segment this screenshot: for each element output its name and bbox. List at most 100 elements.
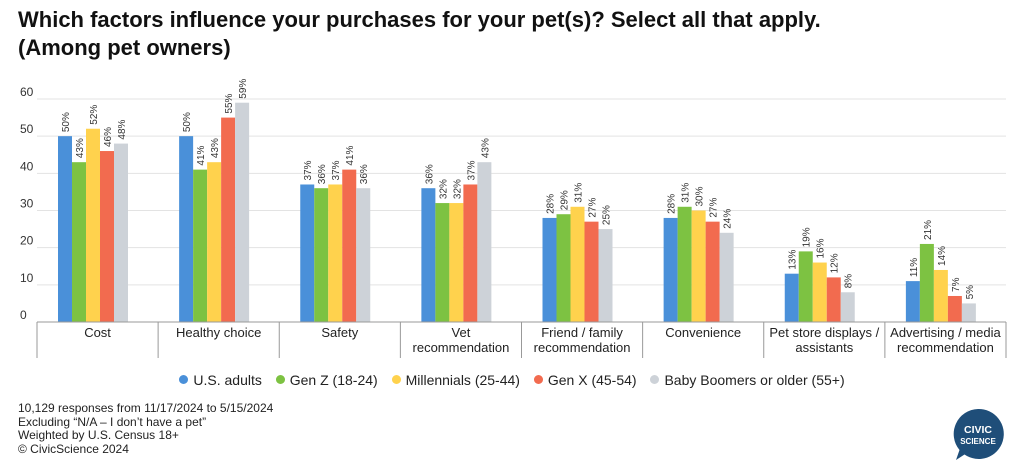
bar xyxy=(556,214,571,322)
data-label: 55% xyxy=(224,93,235,113)
data-label: 36% xyxy=(359,164,370,184)
data-label: 19% xyxy=(802,227,813,247)
data-label: 31% xyxy=(681,183,692,203)
data-label: 46% xyxy=(103,127,114,147)
data-label: 50% xyxy=(61,112,72,132)
x-category-label: assistants xyxy=(795,340,853,355)
bar xyxy=(947,295,962,322)
y-tick-label: 20 xyxy=(20,234,34,248)
legend-label: Gen Z (18-24) xyxy=(289,372,378,388)
x-category-label: Healthy choice xyxy=(176,325,261,340)
legend-label: Gen X (45-54) xyxy=(547,372,637,388)
data-label: 14% xyxy=(937,246,948,266)
bar xyxy=(86,128,100,322)
data-label: 37% xyxy=(303,160,314,180)
bar xyxy=(235,102,250,322)
data-label: 5% xyxy=(965,285,976,300)
legend-item-gen-x: Gen X (45-54) xyxy=(533,372,637,388)
bar xyxy=(300,184,315,322)
bar xyxy=(598,229,613,322)
y-tick-label: 50 xyxy=(20,122,34,136)
data-label: 31% xyxy=(574,183,585,203)
y-tick-label: 40 xyxy=(20,159,34,173)
legend-item-millennials: Millennials (25-44) xyxy=(391,372,520,388)
x-category-label: recommendation xyxy=(897,340,994,355)
bar xyxy=(840,292,855,322)
legend-item-us-adults: U.S. adults xyxy=(179,372,262,388)
data-label: 41% xyxy=(345,145,356,165)
legend-label: U.S. adults xyxy=(193,372,262,388)
legend-label: Millennials (25-44) xyxy=(405,372,520,388)
data-label: 25% xyxy=(602,205,613,225)
bar xyxy=(542,217,557,322)
bar xyxy=(114,143,128,322)
data-label: 24% xyxy=(723,209,734,229)
footnote-weighting: Weighted by U.S. Census 18+ xyxy=(18,428,179,442)
bar xyxy=(961,303,976,322)
bar xyxy=(100,151,114,322)
bar xyxy=(905,281,920,322)
x-category-label: Convenience xyxy=(665,325,741,340)
data-label: 43% xyxy=(480,138,491,158)
bar xyxy=(719,232,734,322)
x-category-label: recommendation xyxy=(534,340,631,355)
footnote-responses: 10,129 responses from 11/17/2024 to 5/15… xyxy=(18,401,274,415)
legend-swatch xyxy=(275,375,285,384)
data-label: 29% xyxy=(560,190,571,210)
bar xyxy=(812,262,827,322)
data-label: 41% xyxy=(196,145,207,165)
logo-text-science: SCIENCE xyxy=(960,437,996,446)
footnote-exclusion: Excluding “N/A – I don’t have a pet” xyxy=(18,414,207,429)
bar xyxy=(919,243,934,322)
bar xyxy=(798,251,813,322)
x-axis: Cost Healthy choice Safety Vetrecommendatio… xyxy=(36,321,1007,358)
legend-item-baby-boomers: Baby Boomers or older (55+) xyxy=(650,372,845,388)
logo-badge-shape xyxy=(953,408,1004,460)
legend-swatch xyxy=(650,375,660,384)
logo-text-civic: CIVIC xyxy=(964,424,992,436)
chart-title: Which factors influence your purchases f… xyxy=(18,6,1008,62)
civicscience-logo: CIVIC SCIENCE xyxy=(953,408,1004,460)
bar xyxy=(705,221,720,322)
y-tick-label: 0 xyxy=(20,308,27,322)
legend-swatch xyxy=(533,375,543,384)
bar xyxy=(179,136,194,322)
bar xyxy=(356,188,371,322)
data-label: 11% xyxy=(909,258,920,277)
data-label: 8% xyxy=(844,274,855,289)
bar xyxy=(221,117,236,322)
legend-swatch xyxy=(391,375,401,384)
bar xyxy=(463,184,478,322)
data-label: 36% xyxy=(317,164,328,184)
bar xyxy=(193,169,208,322)
bar xyxy=(58,136,72,322)
data-labels: 50%43%52%46% 48% 50%41% 43%55%59%37% 36% 37%4… xyxy=(61,79,976,300)
chart-legend: U.S. adults Gen Z (18-24) Millennials (2… xyxy=(0,372,1024,388)
bar xyxy=(477,162,492,322)
chart-title-line-1: Which factors influence your purchases f… xyxy=(18,7,821,32)
x-category-label: Cost xyxy=(84,325,111,340)
x-category-label: Safety xyxy=(321,325,358,340)
data-label: 32% xyxy=(452,179,463,199)
data-label: 27% xyxy=(588,198,599,218)
legend-swatch xyxy=(179,375,189,384)
data-label: 28% xyxy=(546,194,557,214)
bar xyxy=(691,210,706,322)
bar xyxy=(207,162,222,322)
data-label: 16% xyxy=(816,238,827,258)
y-tick-label: 60 xyxy=(20,85,34,99)
y-axis-ticks: 0 10 20 30 40 50 60 xyxy=(20,85,34,322)
x-category-label: Pet store displays / xyxy=(769,325,879,340)
chart-title-line-2: (Among pet owners) xyxy=(18,35,231,60)
data-label: 32% xyxy=(438,179,449,199)
data-label: 21% xyxy=(923,220,934,240)
data-label: 36% xyxy=(424,164,435,184)
footnote-copyright: © CivicScience 2024 xyxy=(18,441,129,456)
bar xyxy=(933,269,948,322)
bar xyxy=(342,169,357,322)
bar xyxy=(663,217,678,322)
bar xyxy=(570,206,585,322)
data-label: 13% xyxy=(788,250,799,270)
x-category-label: Advertising / media xyxy=(890,325,1001,340)
